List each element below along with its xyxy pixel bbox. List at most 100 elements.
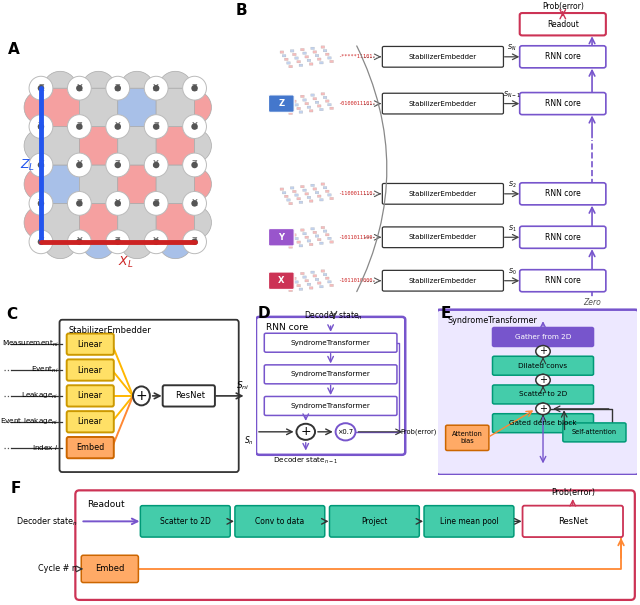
Circle shape bbox=[29, 191, 53, 215]
FancyBboxPatch shape bbox=[382, 47, 504, 67]
FancyBboxPatch shape bbox=[289, 112, 292, 114]
FancyBboxPatch shape bbox=[493, 414, 593, 433]
Text: X: X bbox=[153, 237, 159, 246]
Text: X: X bbox=[76, 83, 83, 93]
Circle shape bbox=[153, 162, 159, 168]
FancyBboxPatch shape bbox=[323, 273, 327, 276]
FancyBboxPatch shape bbox=[282, 192, 286, 194]
FancyBboxPatch shape bbox=[76, 490, 635, 600]
Circle shape bbox=[29, 76, 53, 100]
FancyBboxPatch shape bbox=[297, 60, 301, 63]
FancyBboxPatch shape bbox=[140, 506, 230, 537]
FancyBboxPatch shape bbox=[330, 284, 333, 287]
Text: Z: Z bbox=[115, 160, 120, 169]
Circle shape bbox=[38, 123, 44, 130]
FancyBboxPatch shape bbox=[269, 229, 294, 246]
Circle shape bbox=[76, 123, 83, 130]
FancyBboxPatch shape bbox=[317, 58, 321, 60]
FancyBboxPatch shape bbox=[323, 96, 327, 99]
FancyBboxPatch shape bbox=[323, 230, 327, 232]
FancyBboxPatch shape bbox=[520, 13, 606, 36]
Text: Linear: Linear bbox=[77, 417, 103, 427]
Text: Embed: Embed bbox=[76, 443, 104, 452]
Circle shape bbox=[115, 162, 121, 168]
Text: $S_{N-1}$: $S_{N-1}$ bbox=[503, 90, 521, 100]
Text: RNN core: RNN core bbox=[545, 233, 580, 242]
FancyBboxPatch shape bbox=[41, 126, 79, 165]
FancyBboxPatch shape bbox=[520, 183, 606, 205]
Wedge shape bbox=[159, 242, 192, 259]
Text: X: X bbox=[153, 83, 159, 93]
Circle shape bbox=[38, 162, 44, 168]
Circle shape bbox=[182, 230, 207, 253]
Circle shape bbox=[106, 191, 130, 215]
FancyBboxPatch shape bbox=[522, 506, 623, 537]
Circle shape bbox=[536, 345, 550, 357]
FancyBboxPatch shape bbox=[280, 231, 284, 234]
FancyBboxPatch shape bbox=[289, 246, 292, 248]
FancyBboxPatch shape bbox=[328, 237, 332, 240]
FancyBboxPatch shape bbox=[330, 107, 333, 110]
FancyBboxPatch shape bbox=[321, 226, 324, 229]
Circle shape bbox=[153, 200, 159, 207]
FancyBboxPatch shape bbox=[325, 234, 329, 236]
Wedge shape bbox=[44, 242, 77, 259]
Text: StabilizerEmbedder: StabilizerEmbedder bbox=[409, 100, 477, 106]
Text: RNN core: RNN core bbox=[545, 189, 580, 198]
Text: $S_2$: $S_2$ bbox=[508, 180, 516, 191]
Text: ×0.7: ×0.7 bbox=[337, 429, 354, 435]
FancyBboxPatch shape bbox=[301, 229, 304, 231]
FancyBboxPatch shape bbox=[294, 194, 298, 196]
Circle shape bbox=[133, 387, 150, 405]
Text: Embed: Embed bbox=[95, 564, 125, 574]
FancyBboxPatch shape bbox=[436, 310, 639, 475]
FancyBboxPatch shape bbox=[493, 356, 593, 375]
Text: X: X bbox=[38, 122, 44, 131]
FancyBboxPatch shape bbox=[307, 106, 311, 108]
Circle shape bbox=[153, 238, 159, 245]
Circle shape bbox=[153, 85, 159, 91]
FancyBboxPatch shape bbox=[156, 88, 195, 126]
Wedge shape bbox=[44, 71, 77, 88]
Text: Decoder state$_n$: Decoder state$_n$ bbox=[305, 310, 364, 322]
Text: Decoder state$_n$: Decoder state$_n$ bbox=[15, 515, 77, 528]
FancyBboxPatch shape bbox=[156, 203, 195, 242]
FancyBboxPatch shape bbox=[445, 425, 489, 451]
Text: StabilizerEmbedder: StabilizerEmbedder bbox=[409, 234, 477, 240]
Text: Z: Z bbox=[77, 199, 82, 208]
Text: Dilated convs: Dilated convs bbox=[518, 363, 568, 368]
FancyBboxPatch shape bbox=[301, 48, 304, 51]
FancyBboxPatch shape bbox=[317, 195, 321, 197]
FancyBboxPatch shape bbox=[156, 126, 195, 165]
Wedge shape bbox=[82, 71, 115, 88]
FancyBboxPatch shape bbox=[303, 276, 307, 278]
FancyBboxPatch shape bbox=[309, 110, 313, 112]
Text: -*****11101-: -*****11101- bbox=[339, 54, 376, 59]
Text: Z: Z bbox=[38, 83, 44, 93]
FancyBboxPatch shape bbox=[315, 101, 319, 103]
Text: RNN core: RNN core bbox=[266, 324, 308, 333]
Circle shape bbox=[182, 153, 207, 177]
FancyBboxPatch shape bbox=[79, 88, 118, 126]
FancyBboxPatch shape bbox=[294, 103, 298, 106]
Text: X: X bbox=[191, 122, 198, 131]
FancyBboxPatch shape bbox=[493, 385, 593, 404]
Text: Z: Z bbox=[192, 83, 197, 93]
Text: X: X bbox=[115, 122, 121, 131]
Text: Self-attention: Self-attention bbox=[572, 430, 617, 436]
FancyBboxPatch shape bbox=[41, 165, 79, 203]
FancyBboxPatch shape bbox=[292, 100, 296, 102]
FancyBboxPatch shape bbox=[284, 58, 288, 60]
FancyBboxPatch shape bbox=[284, 238, 288, 241]
Text: Scatter to 2D: Scatter to 2D bbox=[519, 391, 567, 397]
FancyBboxPatch shape bbox=[292, 190, 296, 193]
Text: Cycle # n: Cycle # n bbox=[38, 564, 77, 574]
Text: Prob(error): Prob(error) bbox=[400, 428, 436, 435]
FancyBboxPatch shape bbox=[282, 278, 286, 281]
Text: E: E bbox=[440, 306, 451, 321]
FancyBboxPatch shape bbox=[67, 385, 114, 407]
FancyBboxPatch shape bbox=[311, 47, 314, 50]
FancyBboxPatch shape bbox=[382, 183, 504, 204]
FancyBboxPatch shape bbox=[313, 275, 317, 277]
Text: Readout: Readout bbox=[547, 20, 579, 28]
